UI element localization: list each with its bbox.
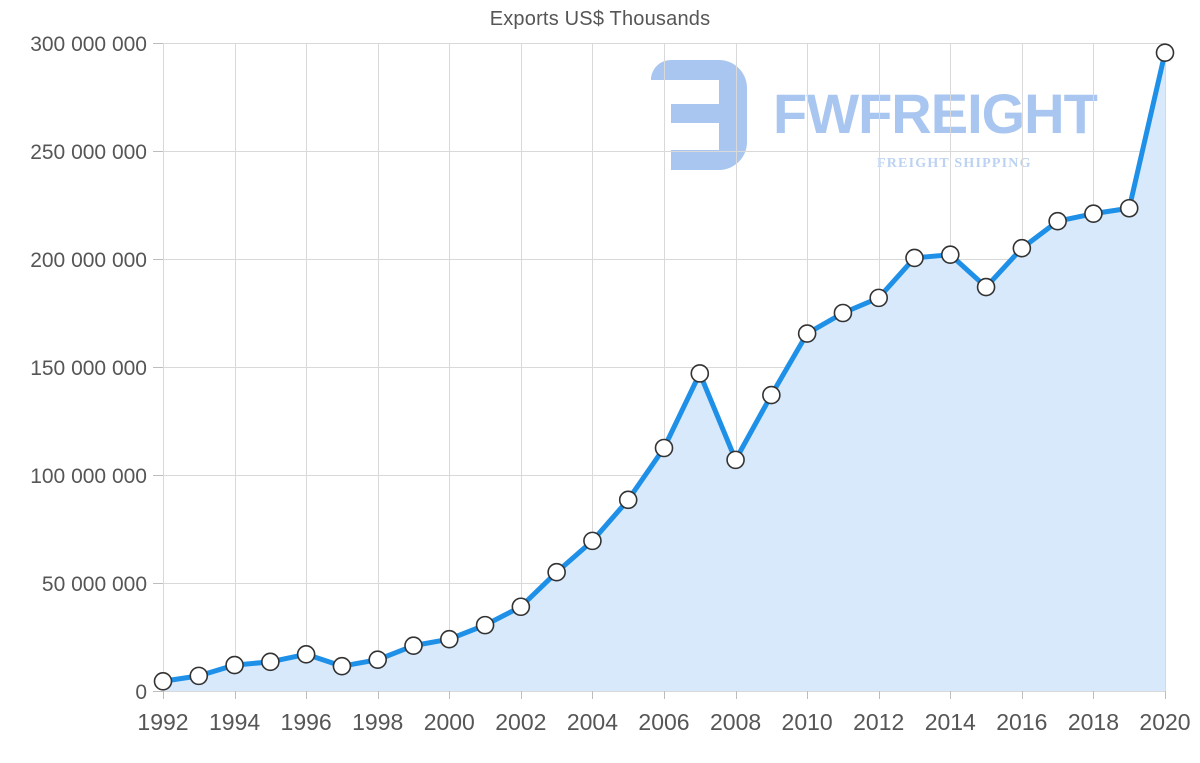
data-point-marker — [833, 303, 853, 323]
data-point-marker — [869, 288, 889, 308]
x-axis-tick-label: 1996 — [281, 709, 332, 735]
data-point-marker — [189, 666, 209, 686]
y-axis-tick-label: 300 000 000 — [30, 33, 147, 56]
data-point-marker — [1084, 204, 1103, 223]
data-point-marker — [726, 450, 745, 470]
x-axis-tick-label: 2014 — [925, 709, 976, 735]
data-point-marker — [1012, 238, 1032, 258]
data-point-marker — [368, 650, 388, 669]
area-fill — [163, 52, 1165, 692]
x-axis-tick-label: 2016 — [996, 709, 1047, 735]
data-point-marker — [618, 490, 638, 510]
y-axis-tick-label: 50 000 000 — [42, 573, 147, 596]
x-axis-tick-label: 2020 — [1139, 709, 1190, 735]
x-axis-tick-label: 2018 — [1068, 709, 1119, 735]
data-point-marker — [404, 636, 423, 655]
x-axis-tick-label: 2012 — [853, 709, 904, 735]
x-axis-labels: 1992 1994 1996 1998 2000 2002 2004 2006 2008 2010… — [137, 709, 1190, 735]
y-axis-tick-label: 100 000 000 — [30, 465, 147, 488]
data-point-marker — [583, 531, 602, 551]
x-axis-tick-label: 1998 — [352, 709, 403, 735]
x-axis-tick-label: 2000 — [424, 709, 475, 735]
chart-title: Exports US$ Thousands — [489, 8, 711, 30]
y-axis-labels: 0 50 000 000 100 000 000 150 000 000 200 000… — [30, 33, 147, 704]
data-point-marker — [1119, 198, 1139, 218]
data-point-marker — [153, 671, 173, 691]
y-axis-tick-label: 150 000 000 — [30, 357, 147, 380]
y-axis-tick-label: 0 — [135, 681, 147, 704]
data-point-marker — [296, 644, 316, 664]
y-axis-tick-label: 200 000 000 — [30, 249, 147, 272]
data-point-marker — [797, 324, 817, 343]
data-point-marker — [1048, 211, 1067, 231]
data-point-marker — [475, 615, 495, 635]
data-point-marker — [940, 245, 960, 264]
data-point-marker — [511, 597, 531, 617]
x-axis-tick-label: 2004 — [567, 709, 618, 735]
data-point-marker — [976, 277, 996, 297]
data-point-marker — [905, 248, 924, 268]
data-point-marker — [1155, 43, 1175, 63]
data-point-marker — [225, 655, 244, 675]
data-point-marker — [261, 652, 280, 672]
x-axis-tick-label: 1992 — [137, 709, 188, 735]
x-axis-tick-label: 2008 — [710, 709, 761, 735]
data-point-marker — [439, 629, 459, 649]
data-point-marker — [547, 562, 566, 582]
data-markers — [153, 43, 1175, 691]
x-axis-tick-label: 1994 — [209, 709, 260, 735]
x-axis-tick-label: 2002 — [495, 709, 546, 735]
y-axis-tick-label: 250 000 000 — [30, 141, 147, 164]
x-axis-tick-label: 2006 — [638, 709, 689, 735]
data-point-marker — [762, 385, 781, 405]
data-point-marker — [654, 438, 674, 458]
data-point-marker — [690, 364, 710, 383]
data-point-marker — [332, 656, 352, 676]
x-axis-tick-label: 2010 — [782, 709, 833, 735]
